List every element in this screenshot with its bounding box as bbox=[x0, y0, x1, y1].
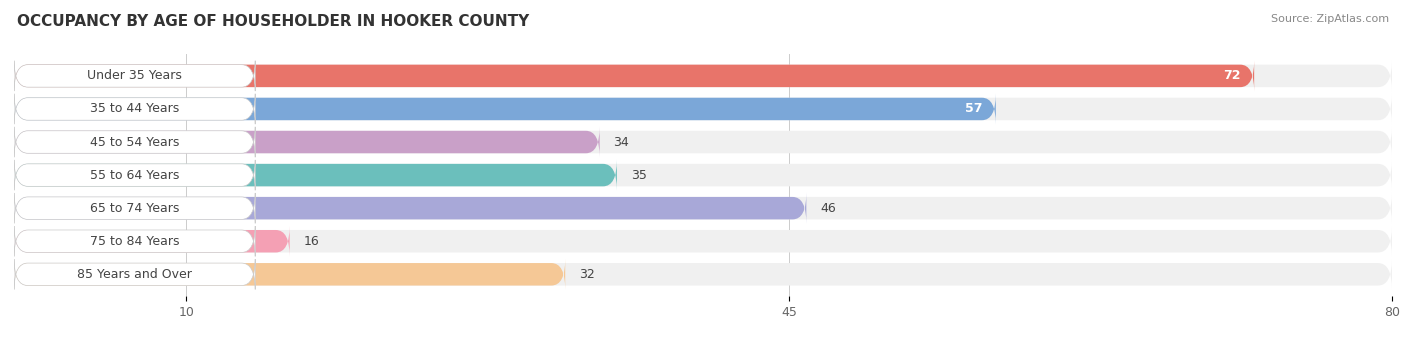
Text: OCCUPANCY BY AGE OF HOUSEHOLDER IN HOOKER COUNTY: OCCUPANCY BY AGE OF HOUSEHOLDER IN HOOKE… bbox=[17, 14, 529, 29]
Text: 75 to 84 Years: 75 to 84 Years bbox=[90, 235, 180, 248]
Text: 55 to 64 Years: 55 to 64 Years bbox=[90, 169, 180, 182]
FancyBboxPatch shape bbox=[14, 61, 1392, 91]
Text: 35 to 44 Years: 35 to 44 Years bbox=[90, 102, 179, 116]
FancyBboxPatch shape bbox=[14, 226, 256, 256]
Text: 35: 35 bbox=[631, 169, 647, 182]
FancyBboxPatch shape bbox=[14, 94, 995, 124]
Text: 34: 34 bbox=[613, 136, 630, 149]
FancyBboxPatch shape bbox=[14, 226, 1392, 256]
FancyBboxPatch shape bbox=[14, 127, 599, 157]
Text: Source: ZipAtlas.com: Source: ZipAtlas.com bbox=[1271, 14, 1389, 23]
FancyBboxPatch shape bbox=[14, 94, 1392, 124]
Text: 16: 16 bbox=[304, 235, 319, 248]
Text: 46: 46 bbox=[820, 202, 837, 215]
FancyBboxPatch shape bbox=[14, 193, 807, 223]
FancyBboxPatch shape bbox=[14, 259, 1392, 290]
FancyBboxPatch shape bbox=[14, 160, 256, 190]
FancyBboxPatch shape bbox=[14, 259, 256, 290]
FancyBboxPatch shape bbox=[14, 193, 1392, 223]
FancyBboxPatch shape bbox=[14, 61, 256, 91]
Text: 45 to 54 Years: 45 to 54 Years bbox=[90, 136, 180, 149]
Text: 32: 32 bbox=[579, 268, 595, 281]
FancyBboxPatch shape bbox=[14, 226, 290, 256]
FancyBboxPatch shape bbox=[14, 127, 256, 157]
FancyBboxPatch shape bbox=[14, 61, 1254, 91]
Text: 65 to 74 Years: 65 to 74 Years bbox=[90, 202, 180, 215]
Text: Under 35 Years: Under 35 Years bbox=[87, 69, 181, 82]
Text: 72: 72 bbox=[1223, 69, 1240, 82]
FancyBboxPatch shape bbox=[14, 160, 617, 190]
Text: 57: 57 bbox=[965, 102, 981, 116]
FancyBboxPatch shape bbox=[14, 127, 1392, 157]
FancyBboxPatch shape bbox=[14, 160, 1392, 190]
FancyBboxPatch shape bbox=[14, 193, 256, 223]
Text: 85 Years and Over: 85 Years and Over bbox=[77, 268, 193, 281]
FancyBboxPatch shape bbox=[14, 94, 256, 124]
FancyBboxPatch shape bbox=[14, 259, 565, 290]
